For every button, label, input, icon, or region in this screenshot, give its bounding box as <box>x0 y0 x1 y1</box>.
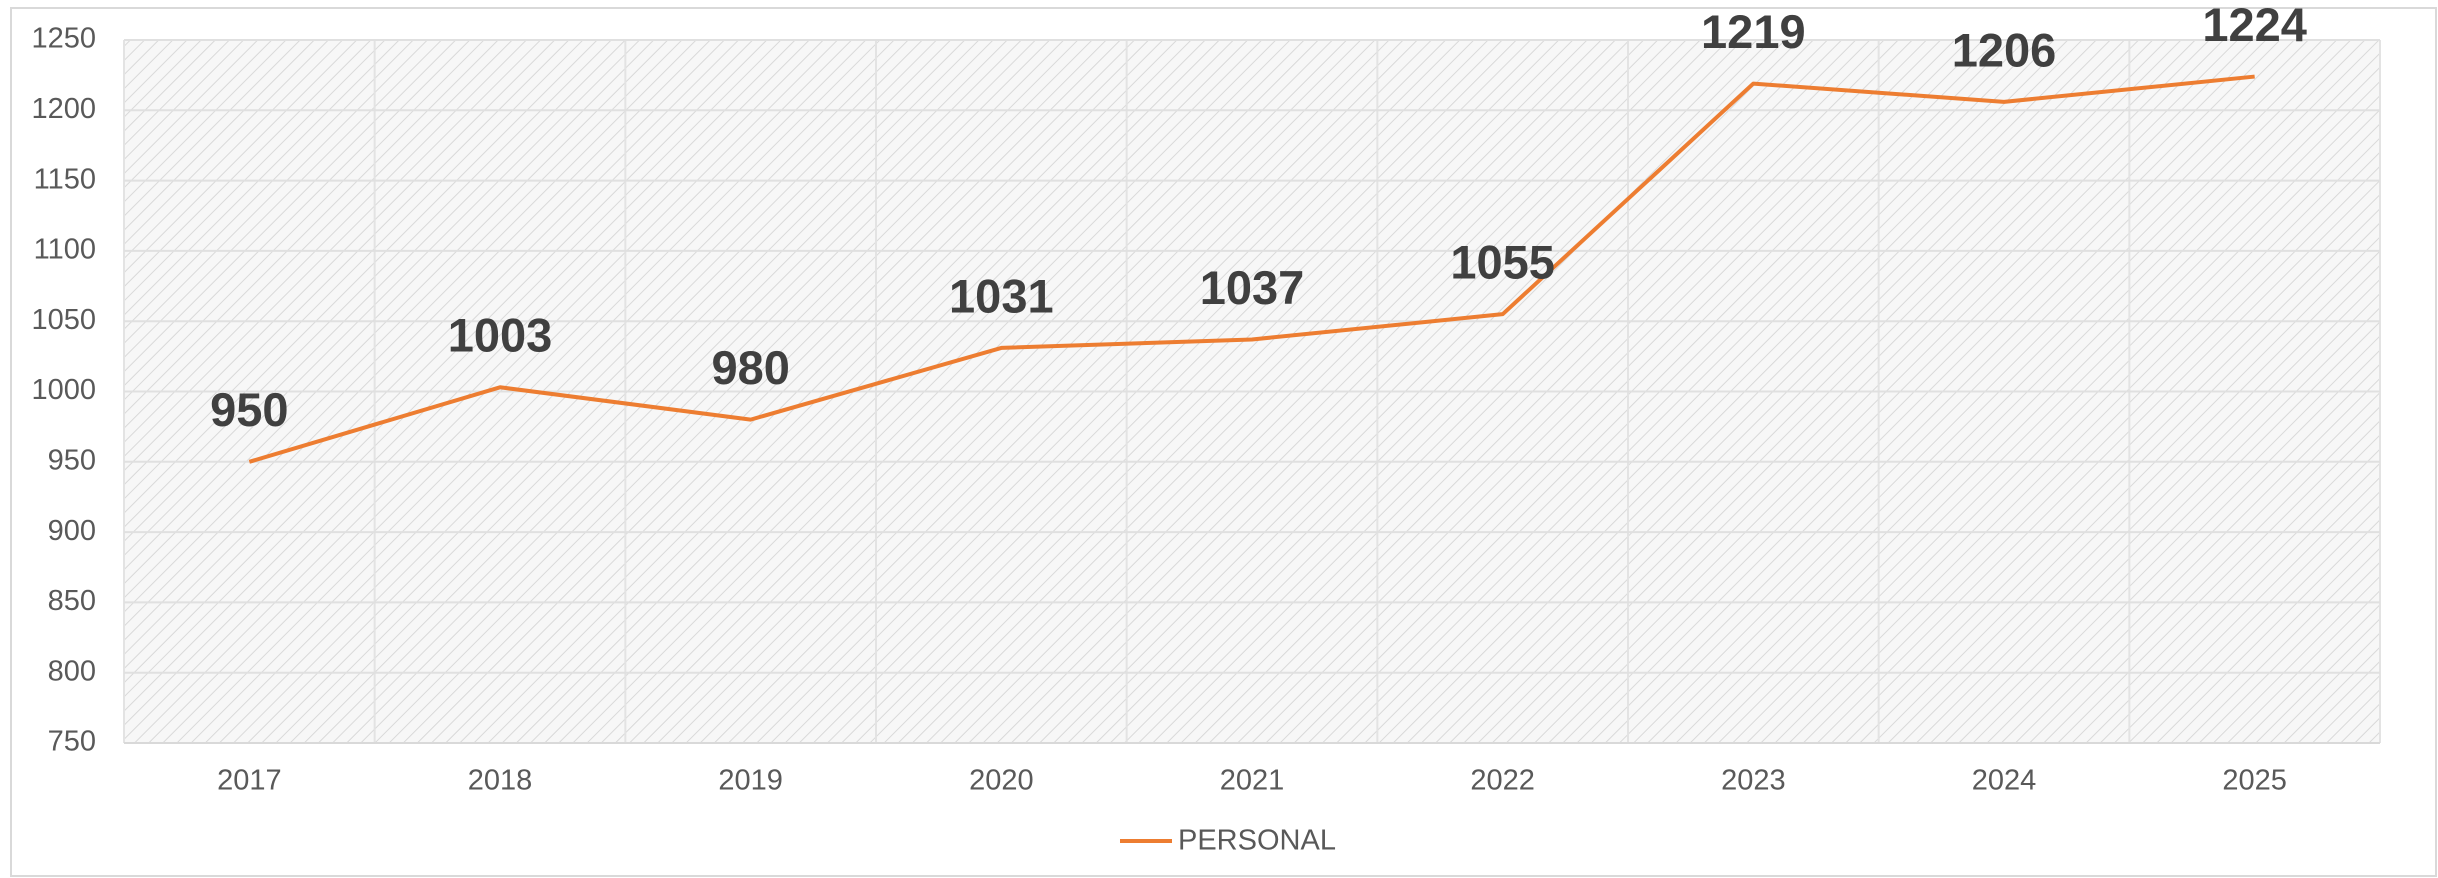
series-line <box>248 74 2255 464</box>
data-label: 1055 <box>1450 236 1555 289</box>
data-label: 1037 <box>1200 261 1305 314</box>
legend-label: PERSONAL <box>1178 825 1336 857</box>
data-label: 1031 <box>949 269 1054 322</box>
x-tick-label: 2018 <box>468 765 533 797</box>
x-tick-label: 2019 <box>718 765 783 797</box>
y-tick-label: 1100 <box>34 234 96 266</box>
x-tick-label: 2017 <box>217 765 282 797</box>
y-tick-label: 1250 <box>31 23 96 55</box>
x-tick-label: 2025 <box>2222 765 2287 797</box>
y-tick-label: 1200 <box>31 93 96 125</box>
x-tick-label: 2024 <box>1972 765 2037 797</box>
x-tick-label: 2020 <box>969 765 1034 797</box>
y-tick-label: 900 <box>48 515 96 547</box>
data-label: 1206 <box>1952 23 2057 76</box>
data-label: 980 <box>711 341 789 394</box>
x-tick-label: 2021 <box>1220 765 1285 797</box>
data-label: 1224 <box>2202 0 2307 51</box>
y-tick-label: 1050 <box>31 304 96 336</box>
y-tick-label: 800 <box>48 655 96 687</box>
data-label: 1219 <box>1701 5 1806 58</box>
y-tick-label: 850 <box>48 585 96 617</box>
y-tick-label: 950 <box>48 444 96 476</box>
data-label: 950 <box>210 383 288 436</box>
y-tick-label: 750 <box>48 726 96 758</box>
y-tick-label: 1000 <box>31 374 96 406</box>
y-tick-label: 1150 <box>34 163 96 195</box>
data-label: 1003 <box>448 309 553 362</box>
x-tick-label: 2023 <box>1721 765 1786 797</box>
x-tick-label: 2022 <box>1470 765 1535 797</box>
